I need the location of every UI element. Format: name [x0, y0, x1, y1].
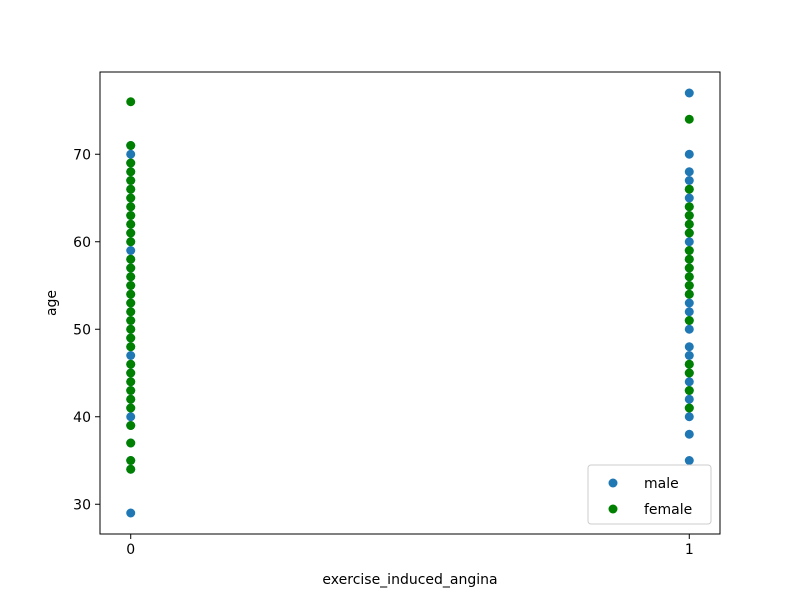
male-point [684, 342, 694, 352]
male-point [684, 351, 694, 360]
female-point [126, 219, 136, 229]
y-tick-label: 50 [73, 322, 91, 338]
female-point [684, 281, 694, 290]
male-point [684, 149, 694, 159]
female-point [126, 307, 136, 317]
y-tick-label: 60 [73, 235, 91, 251]
male-point [126, 149, 136, 159]
female-point [126, 97, 136, 107]
female-point [684, 263, 694, 273]
female-point [126, 289, 136, 299]
male-point [684, 298, 694, 308]
female-point [126, 359, 136, 369]
plot-frame [99, 71, 721, 535]
female-point [126, 298, 136, 308]
female-point [126, 438, 136, 448]
legend-label-female: female [644, 502, 692, 518]
legend: male female [587, 464, 712, 525]
female-point [684, 184, 694, 194]
female-point [126, 386, 136, 395]
female-point [684, 114, 694, 124]
male-point [126, 351, 136, 360]
female-point [126, 184, 136, 194]
female-point [126, 316, 136, 325]
legend-label-male: male [644, 476, 679, 492]
female-point [126, 158, 136, 168]
female-point [126, 167, 136, 177]
male-point [126, 412, 136, 422]
y-tick-label: 70 [73, 147, 91, 163]
female-point [684, 368, 694, 378]
female-point [126, 176, 136, 185]
female-point [126, 281, 136, 290]
female-point [126, 464, 136, 474]
male-point [126, 246, 136, 255]
male-point [684, 324, 694, 334]
points-layer [126, 88, 694, 518]
female-point [684, 386, 694, 395]
male-point [684, 377, 694, 387]
female-point [126, 263, 136, 273]
female-point [684, 272, 694, 282]
female-point [126, 456, 136, 465]
female-point [126, 377, 136, 387]
female-point [684, 316, 694, 325]
y-tick-label: 40 [73, 410, 91, 426]
x-tick-label: 1 [685, 542, 694, 558]
female-point [126, 333, 136, 343]
plot-area [100, 72, 720, 534]
legend-box [587, 464, 712, 525]
female-point [126, 403, 136, 413]
female-point [126, 272, 136, 282]
female-point [126, 141, 136, 150]
male-point [684, 88, 694, 98]
female-point [126, 228, 136, 238]
female-point [684, 403, 694, 413]
female-point [684, 254, 694, 264]
female-point [126, 202, 136, 212]
y-tick-label: 30 [73, 497, 91, 513]
male-point [126, 508, 136, 518]
female-point [684, 289, 694, 299]
female-point [126, 211, 136, 220]
female-point [126, 342, 136, 352]
female-point [126, 394, 136, 404]
male-point [684, 456, 694, 465]
female-point [684, 211, 694, 220]
female-legend-marker [608, 504, 618, 514]
male-legend-marker [608, 478, 618, 488]
male-point [684, 176, 694, 185]
x-axis-label: exercise_induced_angina [322, 572, 497, 588]
x-tick-label: 0 [126, 542, 135, 558]
male-point [684, 394, 694, 404]
y-axis-label: age [44, 290, 60, 316]
female-point [684, 202, 694, 212]
male-point [684, 193, 694, 203]
male-point [684, 429, 694, 439]
female-point [126, 421, 136, 430]
y-axis-ticks: 30 40 50 60 70 [73, 147, 100, 513]
female-point [684, 359, 694, 369]
male-point [684, 307, 694, 317]
female-point [684, 219, 694, 229]
female-point [126, 193, 136, 203]
female-point [126, 254, 136, 264]
male-point [684, 167, 694, 177]
female-point [684, 228, 694, 238]
female-point [126, 368, 136, 378]
male-point [684, 412, 694, 422]
female-point [126, 324, 136, 334]
female-point [126, 237, 136, 247]
female-point [684, 246, 694, 255]
male-point [684, 237, 694, 247]
